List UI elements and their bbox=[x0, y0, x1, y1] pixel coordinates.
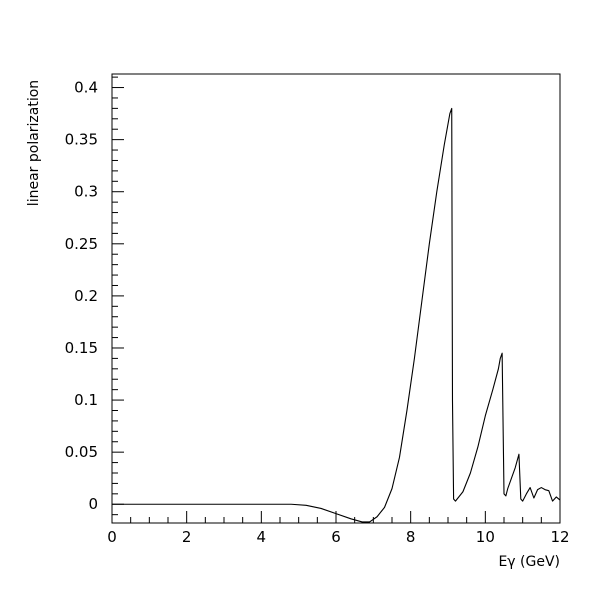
tick-labels: 0 2 4 6 8 10 12 0 0.05 0.1 0.15 0.2 0.25 0.3 0.35 0.4 bbox=[65, 79, 570, 546]
y-tick-label: 0.4 bbox=[74, 79, 98, 97]
x-tick-label: 6 bbox=[331, 528, 341, 546]
y-tick-label: 0.35 bbox=[65, 131, 98, 149]
y-tick-label: 0 bbox=[88, 495, 98, 513]
y-tick-label: 0.05 bbox=[65, 443, 98, 461]
y-tick-label: 0.25 bbox=[65, 235, 98, 253]
y-tick-label: 0.3 bbox=[74, 183, 98, 201]
x-tick-label: 4 bbox=[257, 528, 267, 546]
polarization-line bbox=[112, 107, 561, 523]
x-tick-label: 2 bbox=[182, 528, 192, 546]
y-tick-label: 0.1 bbox=[74, 391, 98, 409]
x-tick-label: 8 bbox=[406, 528, 416, 546]
y-tick-label: 0.15 bbox=[65, 339, 98, 357]
tick-marks bbox=[111, 76, 561, 523]
x-tick-label: 10 bbox=[476, 528, 495, 546]
x-tick-label: 0 bbox=[107, 528, 117, 546]
x-axis-title: Eγ (GeV) bbox=[498, 554, 560, 570]
plot-frame bbox=[111, 73, 561, 524]
y-axis-title: linear polarization bbox=[26, 80, 42, 206]
y-tick-label: 0.2 bbox=[74, 287, 98, 305]
series-layer bbox=[112, 107, 561, 523]
x-tick-label: 12 bbox=[550, 528, 569, 546]
